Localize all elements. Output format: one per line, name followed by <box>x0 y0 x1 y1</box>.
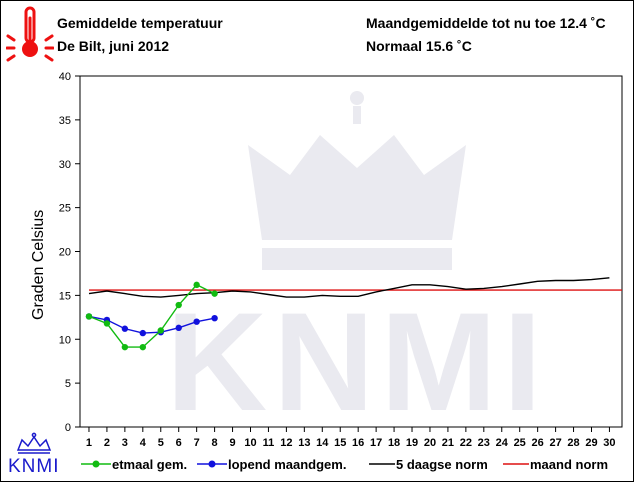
legend-maandnorm-label: maand norm <box>530 457 609 472</box>
x-tick-label: 8 <box>212 437 218 449</box>
series-line-etmaal <box>88 283 215 348</box>
x-tick-label: 21 <box>442 437 454 449</box>
svg-text:KNMI: KNMI <box>166 283 548 440</box>
y-tick-label: 30 <box>59 159 71 171</box>
data-point-lopend <box>211 314 218 322</box>
data-point-etmaal <box>193 281 200 289</box>
legend-marker-etmaal <box>81 460 111 468</box>
y-tick-label: 10 <box>59 334 71 346</box>
x-tick-label: 20 <box>424 437 436 449</box>
chart-title: Gemiddelde temperatuur <box>57 15 223 31</box>
data-point-lopend <box>175 324 182 332</box>
legend-norm5-label: 5 daagse norm <box>396 457 488 472</box>
x-tick-label: 12 <box>280 437 292 449</box>
x-tick-label: 30 <box>603 437 615 449</box>
legend-marker-lopend <box>197 460 227 468</box>
thermometer-icon <box>6 6 54 62</box>
crown-icon <box>16 432 52 454</box>
x-tick-label: 5 <box>158 437 164 449</box>
series-line-norm5 <box>88 277 610 298</box>
y-tick-label: 35 <box>59 115 71 127</box>
data-point-etmaal <box>211 290 218 297</box>
legend-lopend-label: lopend maandgem. <box>228 457 347 472</box>
y-tick-label: 40 <box>59 71 71 83</box>
x-tick-label: 14 <box>316 437 329 449</box>
legend-marker-maandnorm <box>503 463 529 465</box>
knmi-watermark: KNMI <box>166 91 548 440</box>
x-tick-label: 27 <box>549 437 561 449</box>
y-tick-label: 15 <box>59 290 71 302</box>
x-tick-label: 16 <box>352 437 364 449</box>
data-point-etmaal <box>175 301 182 309</box>
x-tick-label: 29 <box>585 437 597 449</box>
x-tick-label: 11 <box>263 437 275 449</box>
x-tick-label: 13 <box>298 437 310 449</box>
normal-text: Normaal 15.6 ˚C <box>366 38 472 54</box>
x-tick-label: 23 <box>478 437 490 449</box>
x-tick-label: 18 <box>388 437 400 449</box>
x-tick-label: 22 <box>460 437 472 449</box>
data-point-lopend <box>193 318 200 325</box>
x-tick-label: 26 <box>532 437 544 449</box>
x-tick-label: 15 <box>334 437 346 449</box>
y-tick-label: 25 <box>59 203 71 215</box>
data-point-etmaal <box>103 320 111 327</box>
knmi-logo-text: KNMI <box>8 456 60 477</box>
y-tick-label: 0 <box>65 422 71 434</box>
x-tick-label: 2 <box>104 437 110 449</box>
data-point-etmaal <box>157 327 164 334</box>
data-point-etmaal <box>121 343 129 351</box>
x-tick-label: 10 <box>244 437 256 449</box>
x-tick-label: 28 <box>567 437 579 449</box>
x-tick-label: 3 <box>122 437 128 449</box>
data-point-etmaal <box>85 313 93 320</box>
x-tick-label: 1 <box>86 437 92 449</box>
chart-subtitle: De Bilt, juni 2012 <box>57 38 170 54</box>
x-tick-label: 25 <box>514 437 526 449</box>
legend-etmaal-label: etmaal gem. <box>112 457 188 472</box>
month-average-text: Maandgemiddelde tot nu toe 12.4 ˚C <box>366 15 606 31</box>
x-tick-label: 24 <box>496 437 509 449</box>
data-point-lopend <box>121 325 129 332</box>
y-tick-label: 20 <box>59 247 71 259</box>
x-tick-label: 9 <box>229 437 235 449</box>
data-point-lopend <box>139 329 147 337</box>
x-tick-label: 4 <box>140 437 147 449</box>
data-point-etmaal <box>139 343 147 351</box>
y-tick-label: 5 <box>65 378 71 390</box>
x-tick-label: 7 <box>194 437 200 449</box>
x-tick-label: 6 <box>176 437 182 449</box>
legend-marker-norm5 <box>369 463 395 465</box>
x-tick-label: 19 <box>406 437 418 449</box>
x-tick-label: 17 <box>370 437 382 449</box>
